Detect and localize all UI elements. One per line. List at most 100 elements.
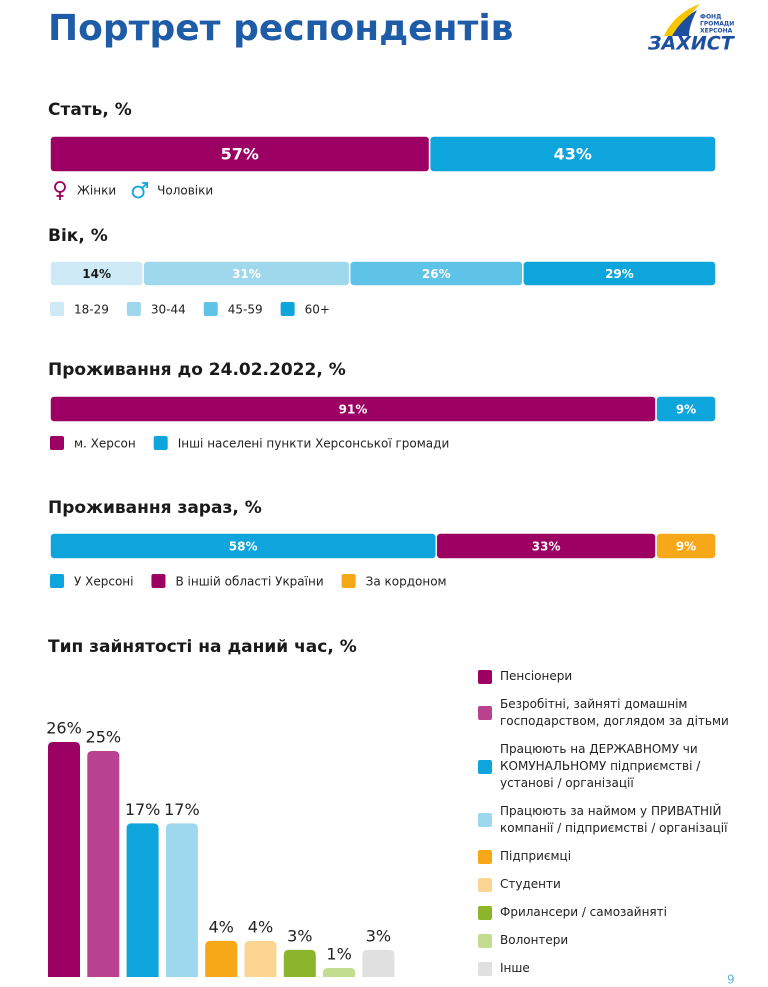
legend-label: Інше	[500, 961, 530, 975]
legend-item: Фрилансери / самозайняті	[478, 904, 738, 921]
legend-swatch	[341, 574, 356, 588]
data-label: 4%	[248, 917, 273, 936]
data-label: 26%	[422, 267, 451, 281]
legend-item: Студенти	[478, 876, 738, 893]
legend-label: Безробітні, зайняті домашнім господарств…	[500, 697, 729, 728]
legend-icon	[54, 181, 66, 193]
legend-item: Безробітні, зайняті домашнім господарств…	[478, 696, 738, 730]
legend-swatch	[280, 302, 295, 316]
data-label: 26%	[46, 719, 82, 738]
chart-title: Тип зайнятості на даний час, %	[48, 637, 357, 657]
legend-swatch	[153, 436, 168, 450]
data-label: 9%	[676, 403, 696, 417]
legend-label: У Херсоні	[74, 575, 133, 589]
legend-swatch	[478, 877, 492, 892]
data-label: 9%	[676, 540, 696, 554]
legend-item: Працюють на ДЕРЖАВНОМУ чи КОМУНАЛЬНОМУ п…	[478, 741, 738, 792]
data-label: 58%	[229, 540, 258, 554]
legend-label: 60+	[305, 303, 330, 317]
bar	[323, 967, 356, 977]
legend-label: 18-29	[74, 303, 109, 317]
bar	[126, 823, 159, 977]
data-label: 33%	[532, 540, 561, 554]
data-label: 17%	[164, 800, 200, 819]
bar	[205, 940, 238, 977]
logo-line: ХЕРСОНА	[700, 28, 733, 35]
legend-item: Пенсіонери	[478, 668, 738, 685]
legend-label: Чоловіки	[157, 184, 213, 198]
logo: ФОНД ГРОМАДИ ХЕРСОНА ЗАХИСТ	[647, 4, 736, 55]
data-label: 43%	[554, 145, 592, 164]
bar-segment	[655, 395, 717, 423]
legend-swatch	[478, 849, 492, 864]
chart-title: Проживання зараз, %	[48, 498, 262, 518]
legend-item: Підприємці	[478, 848, 738, 865]
legend-label: Пенсіонери	[500, 669, 573, 683]
legend-label: Працюють за наймом у ПРИВАТНІЙ компанії …	[500, 804, 728, 835]
legend-swatch	[478, 961, 492, 976]
legend-swatch	[50, 436, 64, 450]
data-label: 1%	[326, 944, 351, 963]
legend-label: Волонтери	[500, 933, 569, 947]
legend-label: м. Херсон	[74, 437, 136, 451]
legend-item: Інше	[478, 960, 738, 977]
legend-label: Підприємці	[500, 849, 572, 863]
legend-swatch	[478, 759, 492, 774]
legend-label: В іншій області України	[175, 575, 323, 589]
chart-title: Вік, %	[48, 226, 108, 246]
legend-swatch	[478, 706, 492, 720]
data-label: 17%	[125, 800, 161, 819]
data-label: 4%	[209, 917, 234, 936]
legend-swatch	[50, 574, 64, 588]
bar	[283, 949, 316, 977]
legend-label: Інші населені пункти Херсонської громади	[178, 437, 450, 451]
legend-swatch	[478, 669, 492, 684]
bar	[48, 742, 80, 977]
chart-title: Проживання до 24.02.2022, %	[48, 360, 346, 380]
legend-swatch	[478, 813, 492, 827]
data-label: 91%	[339, 403, 368, 417]
legend-swatch	[478, 933, 492, 948]
data-label: 14%	[82, 267, 111, 281]
logo-line: ФОНД	[700, 14, 721, 21]
bar-segment	[428, 135, 717, 173]
data-label: 57%	[221, 145, 259, 164]
logo-line: ГРОМАДИ	[700, 21, 734, 28]
page-number: 9	[727, 973, 735, 987]
bar	[362, 949, 395, 977]
legend: Пенсіонери Безробітні, зайняті домашнім г…	[478, 668, 738, 977]
data-label: 3%	[287, 926, 312, 945]
legend-label: Працюють на ДЕРЖАВНОМУ чи КОМУНАЛЬНОМУ п…	[500, 742, 701, 790]
legend-label: Жінки	[77, 184, 116, 198]
data-label: 29%	[605, 267, 634, 281]
legend-swatch	[50, 302, 64, 316]
data-label: 31%	[232, 267, 261, 281]
page-title: Портрет респондентів	[48, 8, 513, 49]
logo-swoosh	[664, 4, 700, 36]
bar	[244, 940, 277, 977]
legend-swatch	[126, 302, 141, 316]
legend-label: 30-44	[151, 303, 186, 317]
legend-swatch	[203, 302, 218, 316]
legend-item: Працюють за наймом у ПРИВАТНІЙ компанії …	[478, 803, 738, 837]
data-label: 25%	[86, 728, 122, 747]
legend-item: Волонтери	[478, 932, 738, 949]
logo-swoosh	[672, 10, 697, 36]
legend-icon	[131, 185, 145, 199]
legend-label: Фрилансери / самозайняті	[500, 905, 667, 919]
legend-icon	[142, 182, 149, 188]
bar	[87, 751, 120, 977]
data-label: 3%	[366, 926, 391, 945]
legend-label: Студенти	[500, 877, 561, 891]
bar	[165, 823, 198, 977]
bar-segment	[522, 260, 717, 287]
legend-swatch	[478, 905, 492, 920]
legend-label: 45-59	[228, 303, 263, 317]
chart-title: Стать, %	[48, 100, 132, 120]
legend-label: За кордоном	[366, 575, 447, 589]
bar-segment	[655, 532, 717, 560]
logo-name: ЗАХИСТ	[647, 33, 736, 55]
legend-swatch	[151, 574, 166, 588]
